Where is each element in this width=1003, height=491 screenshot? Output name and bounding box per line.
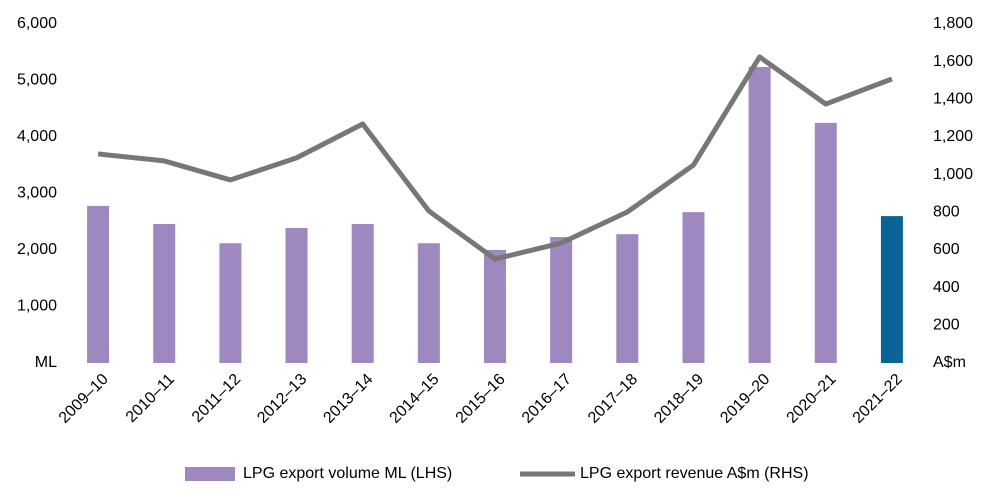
y2-tick-label: 400 [933, 279, 960, 296]
x-tick-label: 2011–12 [189, 371, 244, 426]
x-tick-label: 2010–11 [123, 371, 178, 426]
bar [285, 227, 308, 363]
y2-tick-label: 1,400 [933, 91, 973, 108]
bar [880, 216, 903, 363]
bar [351, 224, 374, 363]
legend-label: LPG export revenue A$m (RHS) [580, 465, 809, 482]
bar [616, 234, 639, 363]
y-tick-label: 6,000 [17, 15, 57, 32]
bar [153, 224, 176, 363]
line [97, 54, 893, 262]
x-tick-label: 2021–22 [850, 371, 906, 427]
y2-tick-label: 1,200 [933, 128, 973, 145]
y2-tick-label: A$m [933, 354, 966, 371]
y-tick-label: 5,000 [17, 72, 57, 89]
y2-tick-label: 1,800 [933, 15, 973, 32]
y-tick-label: 1,000 [17, 298, 57, 315]
y-tick-label: ML [35, 354, 57, 371]
legend-swatch [185, 467, 235, 481]
x-tick-label: 2015–16 [453, 371, 509, 427]
x-tick-label: 2018–19 [651, 371, 707, 427]
x-tick-label: 2012–13 [254, 371, 310, 427]
y2-tick-label: 1,000 [933, 166, 973, 183]
bar [748, 66, 771, 363]
bar [87, 205, 110, 363]
y-tick-label: 2,000 [17, 241, 57, 258]
x-tick-label: 2017–18 [585, 371, 641, 427]
bar [484, 250, 506, 363]
bar [550, 237, 573, 363]
x-tick-label: 2019–20 [717, 371, 773, 427]
bar [219, 243, 242, 363]
y2-tick-label: 200 [933, 317, 960, 334]
y-tick-label: 3,000 [17, 185, 57, 202]
bar [682, 212, 705, 363]
bar [417, 243, 440, 363]
y2-tick-label: 1,600 [933, 53, 973, 70]
x-tick-label: 2016–17 [519, 371, 575, 427]
y2-tick-label: 800 [933, 204, 960, 221]
bar [814, 122, 837, 363]
x-tick-label: 2020–21 [784, 371, 840, 427]
legend-label: LPG export volume ML (LHS) [243, 465, 452, 482]
y-tick-label: 4,000 [17, 128, 57, 145]
x-tick-label: 2014–15 [387, 371, 443, 427]
y2-tick-label: 600 [933, 241, 960, 258]
x-tick-label: 2009–10 [56, 371, 112, 427]
x-tick-label: 2013–14 [320, 371, 376, 427]
